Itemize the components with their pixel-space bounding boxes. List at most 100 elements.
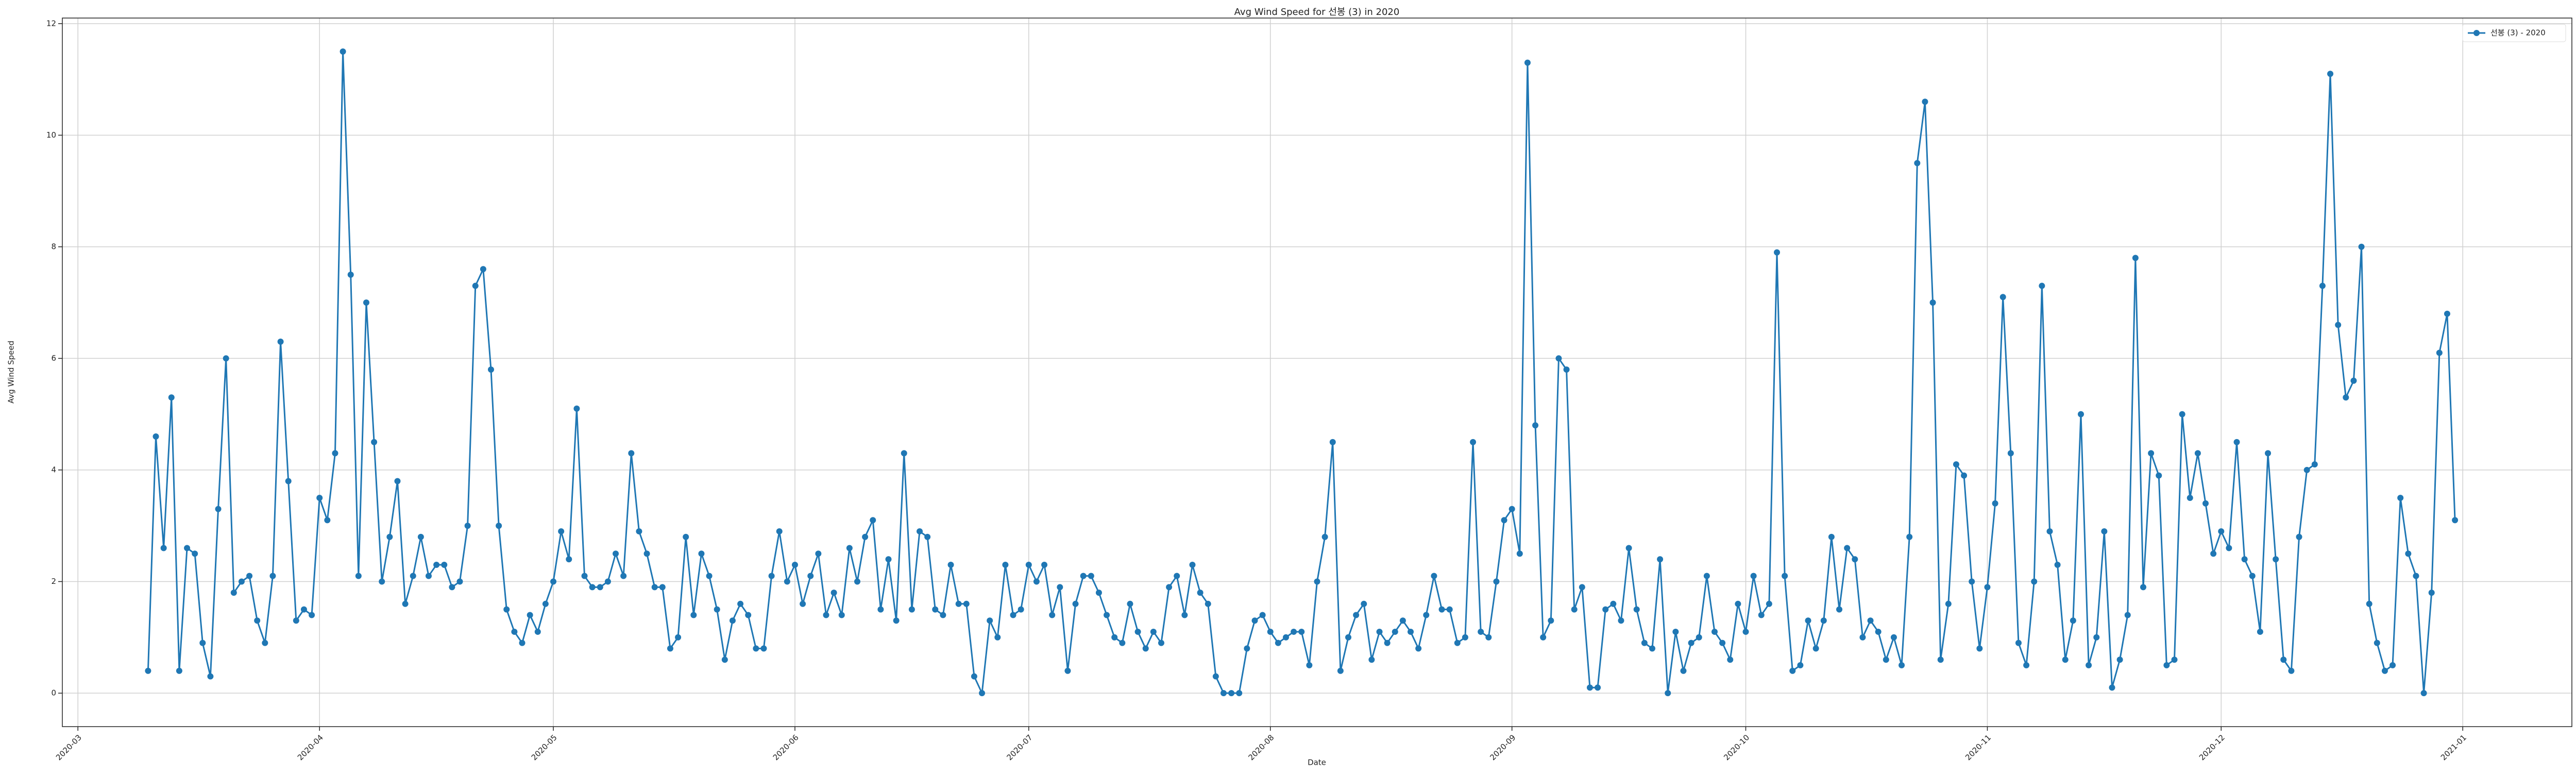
data-point [1321, 533, 1328, 540]
data-point [363, 299, 369, 306]
data-point [386, 533, 393, 540]
data-point [877, 606, 884, 613]
data-point [831, 590, 837, 596]
data-point [1376, 628, 1383, 635]
data-point [1922, 98, 1928, 105]
data-point [1119, 640, 1126, 646]
data-point [1999, 294, 2006, 300]
data-point [1259, 612, 1266, 618]
data-point [1438, 606, 1445, 613]
data-point [2249, 573, 2256, 579]
data-point [1719, 640, 1726, 646]
data-point [340, 48, 346, 55]
data-point [2101, 528, 2108, 535]
data-point [1018, 606, 1024, 613]
data-point [1080, 573, 1087, 579]
data-point [355, 573, 362, 579]
data-point [901, 450, 907, 457]
data-point [1337, 667, 1344, 674]
data-point [1088, 573, 1094, 579]
plot-frame [62, 18, 2572, 727]
data-point [1774, 249, 1781, 256]
data-point [1111, 634, 1118, 641]
data-point [1766, 600, 1772, 607]
data-point [1727, 657, 1734, 663]
data-point [1672, 628, 1679, 635]
data-point [2077, 411, 2084, 417]
data-point [1703, 573, 1710, 579]
data-point [1610, 600, 1617, 607]
x-axis-label: Date [1308, 758, 1326, 767]
data-point [254, 617, 261, 624]
data-point [2241, 556, 2248, 563]
data-point [1992, 500, 1998, 507]
data-point [2132, 255, 2139, 261]
data-point [2031, 578, 2038, 585]
data-point [2265, 450, 2272, 457]
data-point [675, 634, 682, 641]
data-point [2156, 472, 2162, 479]
data-point [1041, 562, 1048, 568]
data-point [1220, 690, 1227, 697]
data-point [1282, 634, 1289, 641]
data-point [1158, 640, 1164, 646]
data-point [1478, 628, 1484, 635]
data-point [1532, 422, 1539, 429]
data-point [870, 517, 876, 524]
data-point [737, 600, 744, 607]
y-tick-label: 6 [51, 354, 56, 363]
data-point [643, 550, 650, 557]
data-point [690, 612, 697, 618]
data-point [2444, 310, 2450, 317]
data-point [1493, 578, 1500, 585]
y-tick-label: 10 [46, 130, 56, 140]
data-point [1945, 600, 1952, 607]
data-point [994, 634, 1001, 641]
y-tick-label: 0 [51, 688, 56, 698]
data-point [1368, 657, 1375, 663]
data-point [2062, 657, 2069, 663]
data-point [1555, 355, 1562, 362]
y-tick-label: 2 [51, 577, 56, 586]
data-point [2280, 657, 2287, 663]
data-point [1875, 628, 1882, 635]
data-point [207, 673, 214, 680]
data-point [706, 573, 713, 579]
data-point [1314, 578, 1320, 585]
data-point [698, 550, 705, 557]
data-point [1399, 617, 1406, 624]
data-point [1189, 562, 1196, 568]
data-point [1805, 617, 1811, 624]
data-point [2187, 495, 2193, 501]
data-point [760, 645, 767, 652]
data-point [1361, 600, 1367, 607]
data-point [2319, 282, 2326, 289]
data-point [1228, 690, 1235, 697]
data-point [963, 600, 970, 607]
data-point [1095, 590, 1102, 596]
data-point [1618, 617, 1624, 624]
data-point [1836, 606, 1843, 613]
data-point [1002, 562, 1009, 568]
data-point [1298, 628, 1305, 635]
data-point [1423, 612, 1430, 618]
data-point [223, 355, 229, 362]
data-point [2007, 450, 2014, 457]
data-point [729, 617, 736, 624]
data-point [1890, 634, 1897, 641]
data-point [2226, 545, 2232, 551]
data-point [1212, 673, 1219, 680]
data-point [199, 640, 206, 646]
data-point [1852, 556, 1858, 563]
data-point [2148, 450, 2155, 457]
data-point [417, 533, 424, 540]
data-point [1867, 617, 1874, 624]
data-point [1844, 545, 1851, 551]
data-point [449, 584, 455, 591]
data-point [527, 612, 533, 618]
data-point [160, 545, 167, 551]
data-point [1462, 634, 1468, 641]
data-point [2023, 662, 2030, 668]
data-point [246, 573, 253, 579]
